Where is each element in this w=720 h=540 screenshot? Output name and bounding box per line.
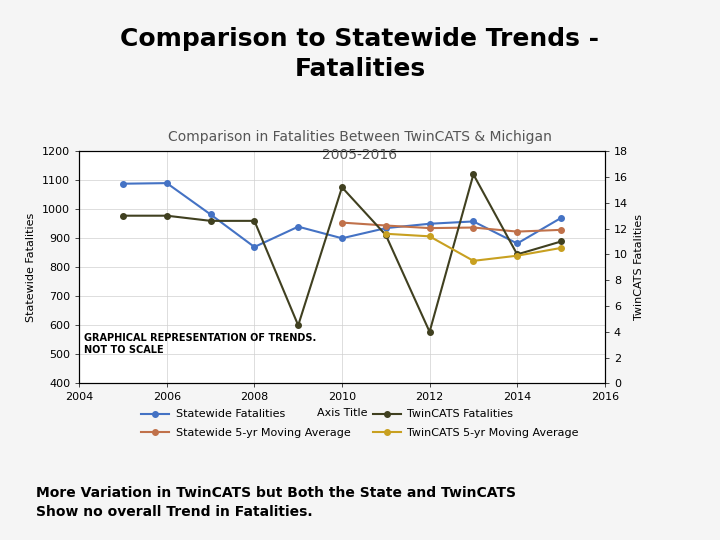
X-axis label: Axis Title: Axis Title <box>317 408 367 418</box>
Text: Comparison in Fatalities Between TwinCATS & Michigan
2005-2016: Comparison in Fatalities Between TwinCAT… <box>168 130 552 162</box>
Text: Comparison to Statewide Trends -
Fatalities: Comparison to Statewide Trends - Fatalit… <box>120 27 600 81</box>
Text: GRAPHICAL REPRESENTATION OF TRENDS.
NOT TO SCALE: GRAPHICAL REPRESENTATION OF TRENDS. NOT … <box>84 333 317 355</box>
Text: More Variation in TwinCATS but Both the State and TwinCATS
Show no overall Trend: More Variation in TwinCATS but Both the … <box>36 486 516 519</box>
Legend: Statewide Fatalities, Statewide 5-yr Moving Average, TwinCATS Fatalities, TwinCA: Statewide Fatalities, Statewide 5-yr Mov… <box>137 405 583 443</box>
Y-axis label: TwinCATS Fatalities: TwinCATS Fatalities <box>634 214 644 320</box>
Y-axis label: Statewide Fatalities: Statewide Fatalities <box>27 213 37 322</box>
